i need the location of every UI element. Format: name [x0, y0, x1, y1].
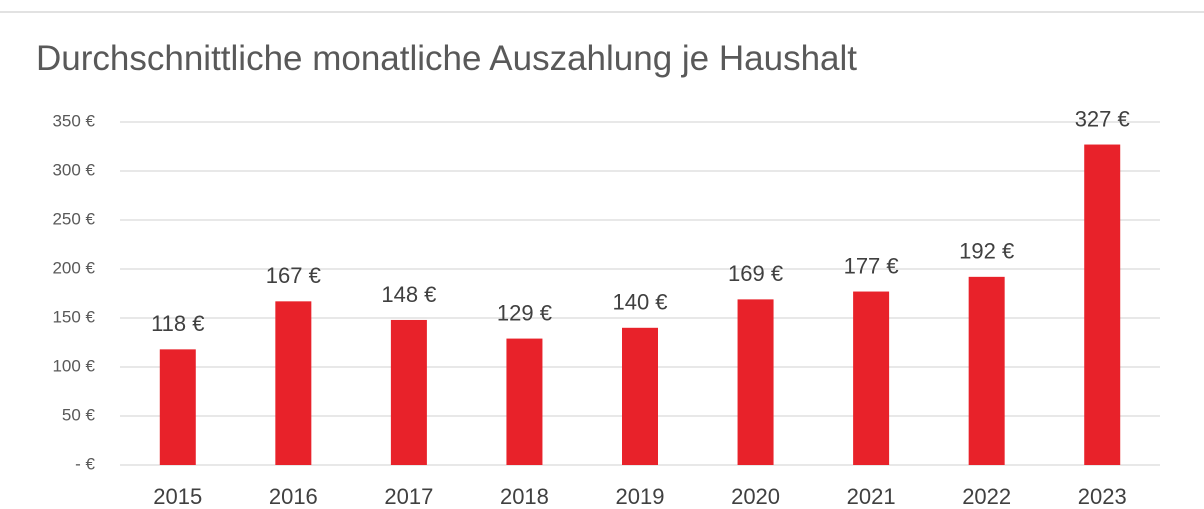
data-label: 169 €: [728, 261, 783, 286]
x-tick-label: 2019: [616, 484, 665, 509]
bar: [506, 338, 543, 465]
x-tick-label: 2018: [500, 484, 549, 509]
bar: [853, 291, 890, 465]
x-tick-label: 2021: [847, 484, 896, 509]
data-label: 148 €: [381, 282, 436, 307]
data-label: 129 €: [497, 300, 552, 325]
x-tick-label: 2017: [384, 484, 433, 509]
x-tick-label: 2015: [153, 484, 202, 509]
data-label: 192 €: [959, 239, 1014, 264]
x-tick-label: 2022: [962, 484, 1011, 509]
chart-title: Durchschnittliche monatliche Auszahlung …: [36, 39, 857, 78]
x-tick-label: 2023: [1078, 484, 1127, 509]
y-tick-label: 150 €: [52, 307, 95, 326]
bar: [159, 349, 196, 465]
data-label: 118 €: [151, 311, 204, 336]
y-tick-label: 350 €: [52, 111, 95, 130]
y-tick-label: - €: [75, 454, 95, 473]
bar: [968, 276, 1005, 465]
y-tick-label: 50 €: [62, 405, 96, 424]
bar: [275, 301, 312, 465]
x-tick-label: 2020: [731, 484, 780, 509]
y-tick-label: 100 €: [52, 356, 95, 375]
bar: [737, 299, 774, 465]
data-label: 140 €: [612, 290, 667, 315]
y-tick-label: 200 €: [52, 258, 95, 277]
y-tick-label: 250 €: [52, 209, 95, 228]
bar: [390, 319, 427, 465]
bar: [1084, 144, 1121, 466]
bar: [622, 327, 658, 465]
y-tick-label: 300 €: [52, 160, 95, 179]
data-label: 167 €: [266, 263, 321, 288]
data-label: 177 €: [844, 253, 899, 278]
data-label: 327 €: [1075, 106, 1130, 131]
x-tick-label: 2016: [269, 484, 318, 509]
